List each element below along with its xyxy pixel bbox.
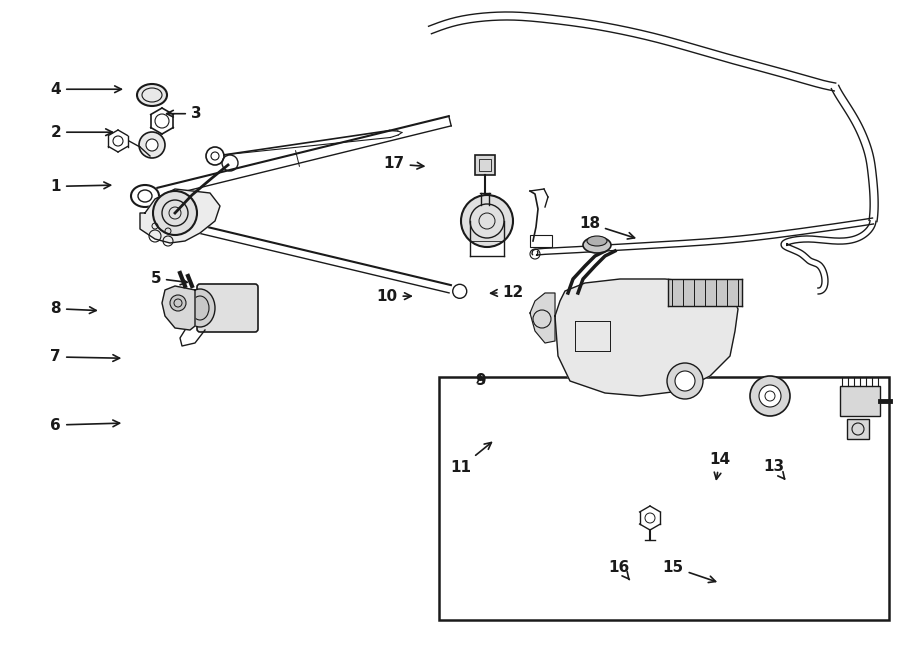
Text: 2: 2 xyxy=(50,125,112,139)
Ellipse shape xyxy=(587,236,607,246)
Text: 4: 4 xyxy=(50,82,122,97)
Text: 15: 15 xyxy=(662,560,716,582)
Text: 10: 10 xyxy=(376,289,411,303)
Circle shape xyxy=(750,376,790,416)
Bar xyxy=(479,159,491,171)
Polygon shape xyxy=(668,279,742,306)
Circle shape xyxy=(759,385,781,407)
Text: 18: 18 xyxy=(579,216,634,239)
Circle shape xyxy=(139,132,165,158)
Text: 11: 11 xyxy=(450,442,491,475)
Text: 9: 9 xyxy=(475,373,486,388)
Text: 1: 1 xyxy=(50,179,111,194)
Bar xyxy=(439,377,889,620)
Ellipse shape xyxy=(185,289,215,327)
Polygon shape xyxy=(162,286,195,330)
Ellipse shape xyxy=(583,237,611,253)
Polygon shape xyxy=(555,279,738,396)
Bar xyxy=(840,386,880,416)
Bar xyxy=(475,155,495,175)
Circle shape xyxy=(461,195,513,247)
Circle shape xyxy=(153,191,197,235)
Polygon shape xyxy=(530,293,555,343)
Text: 7: 7 xyxy=(50,350,120,364)
Text: 8: 8 xyxy=(50,301,96,316)
Text: 5: 5 xyxy=(150,271,187,286)
Circle shape xyxy=(667,363,703,399)
Polygon shape xyxy=(140,189,220,243)
FancyBboxPatch shape xyxy=(197,284,258,332)
Text: 17: 17 xyxy=(383,157,424,171)
Text: 6: 6 xyxy=(50,418,120,432)
Text: 13: 13 xyxy=(763,459,785,479)
Bar xyxy=(530,235,552,247)
Text: 16: 16 xyxy=(608,560,630,580)
Circle shape xyxy=(675,371,695,391)
Ellipse shape xyxy=(137,84,167,106)
Text: 14: 14 xyxy=(709,452,731,479)
Circle shape xyxy=(170,295,186,311)
Bar xyxy=(847,419,869,439)
Text: 12: 12 xyxy=(491,285,524,299)
Text: 3: 3 xyxy=(166,106,202,121)
Circle shape xyxy=(146,139,158,151)
Ellipse shape xyxy=(191,296,209,320)
